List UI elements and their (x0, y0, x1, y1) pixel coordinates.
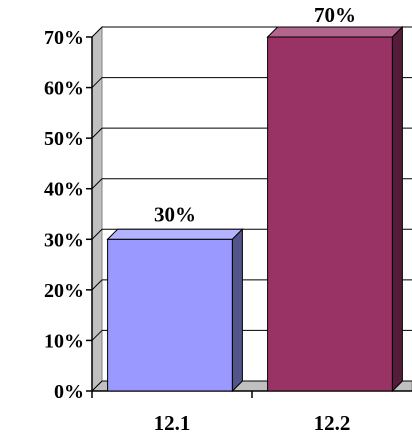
y-tick-label: 40% (44, 179, 84, 201)
bar-top (266, 26, 404, 38)
gridline-diagonal (91, 330, 103, 341)
gridline-diagonal (91, 127, 103, 139)
data-label: 70% (314, 3, 356, 27)
data-label: 30% (154, 202, 196, 226)
gridline-diagonal (91, 178, 103, 190)
gridline-diagonal (91, 279, 103, 291)
bar-12.1 (106, 228, 244, 393)
bars (106, 25, 404, 393)
x-tick-label: 12.2 (314, 411, 351, 435)
y-tick-label: 60% (44, 78, 84, 100)
bar-front (267, 36, 393, 392)
bar-top (106, 228, 244, 240)
y-tick-label: 10% (44, 330, 84, 352)
bar-12.2 (266, 25, 404, 393)
y-tick-label: 70% (44, 27, 84, 49)
x-tick-label: 12.1 (154, 411, 191, 435)
bar-side (391, 25, 403, 393)
y-tick-label: 0% (54, 381, 84, 403)
y-tick-label: 30% (44, 229, 84, 251)
bar-side (231, 228, 243, 393)
gridline-diagonal (91, 26, 103, 38)
plot-side-wall (91, 25, 103, 393)
data-labels: 30% 70% (154, 3, 356, 226)
bar-front (107, 238, 233, 392)
x-tick-labels: 12.1 12.2 (154, 411, 351, 435)
y-tick-label: 20% (44, 280, 84, 302)
y-tick-labels: 0% 10% 20% 30% 40% 50% 60% 70% (44, 27, 84, 403)
gridline-diagonal (91, 228, 103, 240)
y-tick-label: 50% (44, 128, 84, 150)
gridline-diagonal (91, 380, 103, 392)
gridline-diagonal (91, 77, 103, 88)
